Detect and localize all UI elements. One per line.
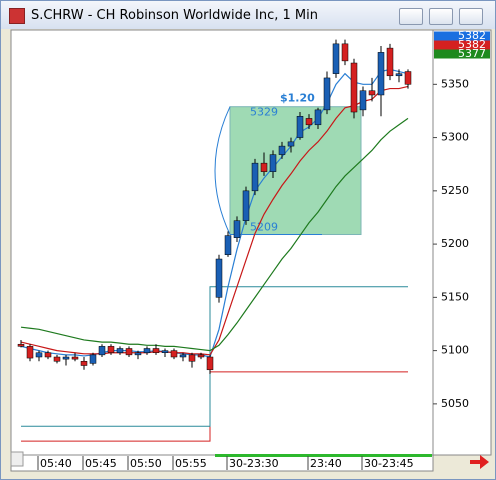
- candle-body: [341, 43, 349, 62]
- candle-body: [404, 71, 412, 85]
- measure-label: $1.20: [280, 92, 315, 105]
- close-button[interactable]: [459, 8, 483, 25]
- candle-body: [323, 77, 331, 111]
- moving-average: [20, 68, 409, 358]
- candle-body: [170, 350, 178, 358]
- candle-body: [17, 343, 25, 347]
- candle-body: [368, 90, 376, 96]
- candle-body: [71, 356, 79, 360]
- scroll-box[interactable]: [10, 451, 24, 467]
- candle-body: [224, 235, 232, 255]
- candle-body: [89, 354, 97, 364]
- price-tag-label: 5382: [458, 29, 486, 42]
- y-tick-label: 5250: [441, 184, 469, 197]
- candle-body: [35, 352, 43, 358]
- x-tick-label: 05:45: [85, 457, 117, 470]
- candle-body: [53, 356, 61, 362]
- price-tag: [434, 31, 490, 41]
- candle-body: [197, 354, 205, 358]
- measure-box: [229, 106, 362, 236]
- title-bar: S.CHRW - CH Robinson Worldwide Inc, 1 Mi…: [1, 1, 495, 29]
- candle-body: [125, 348, 133, 356]
- candle-body: [350, 62, 358, 113]
- candle-body: [161, 350, 169, 353]
- candle-body: [287, 141, 295, 147]
- x-tick-label: 05:40: [40, 457, 72, 470]
- candle-body: [143, 348, 151, 353]
- y-tick-label: 5200: [441, 237, 469, 250]
- measure-low-label: 5209: [250, 221, 278, 234]
- measure-high-label: 5329: [250, 106, 278, 119]
- candle-body: [179, 354, 187, 358]
- candle-body: [260, 162, 268, 172]
- candle-body: [269, 154, 277, 172]
- candle-body: [278, 145, 286, 155]
- candle-body: [233, 220, 241, 238]
- price-tag: [434, 40, 490, 50]
- candle-body: [152, 348, 160, 353]
- candle-body: [44, 352, 52, 358]
- candle-body: [26, 346, 34, 359]
- candle-body: [215, 258, 223, 298]
- minimize-button[interactable]: [399, 8, 423, 25]
- maximize-button[interactable]: [429, 8, 453, 25]
- y-tick-label: 5300: [441, 131, 469, 144]
- y-tick-label: 5100: [441, 344, 469, 357]
- candle-body: [305, 118, 313, 126]
- x-tick-label: 30-23:30: [229, 457, 279, 470]
- y-tick-label: 5150: [441, 290, 469, 303]
- app-icon: [9, 8, 25, 24]
- y-tick-label: 5050: [441, 397, 469, 410]
- y-tick-label: 5350: [441, 77, 469, 90]
- candle-body: [377, 52, 385, 96]
- candle-body: [134, 352, 142, 356]
- candle-body: [62, 356, 70, 360]
- candle-body: [206, 356, 214, 371]
- price-axis: [432, 29, 492, 456]
- candle-body: [359, 90, 367, 111]
- measure-bracket: [214, 106, 231, 235]
- candle-body: [332, 43, 340, 74]
- x-tick-label: 23:40: [310, 457, 342, 470]
- candle-body: [80, 361, 88, 366]
- candle-body: [296, 116, 304, 138]
- candle-body: [98, 346, 106, 356]
- price-tag: [434, 49, 490, 59]
- candle-body: [395, 73, 403, 77]
- price-tag-label: 5377: [458, 47, 486, 60]
- candle-body: [107, 346, 115, 353]
- candle-body: [314, 109, 322, 126]
- session-strip: [215, 454, 432, 457]
- candle-body: [116, 348, 124, 353]
- moving-average: [20, 117, 409, 352]
- x-tick-label: 05:55: [175, 457, 207, 470]
- candle-body: [386, 47, 394, 77]
- price-tag-label: 5382: [458, 38, 486, 51]
- candle-body: [251, 162, 259, 192]
- x-tick-label: 30-23:45: [364, 457, 414, 470]
- candle-body: [242, 190, 250, 221]
- x-tick-label: 05:50: [130, 457, 162, 470]
- scroll-arrow[interactable]: [470, 455, 489, 469]
- window-title: S.CHRW - CH Robinson Worldwide Inc, 1 Mi…: [31, 8, 318, 23]
- candle-body: [188, 354, 196, 362]
